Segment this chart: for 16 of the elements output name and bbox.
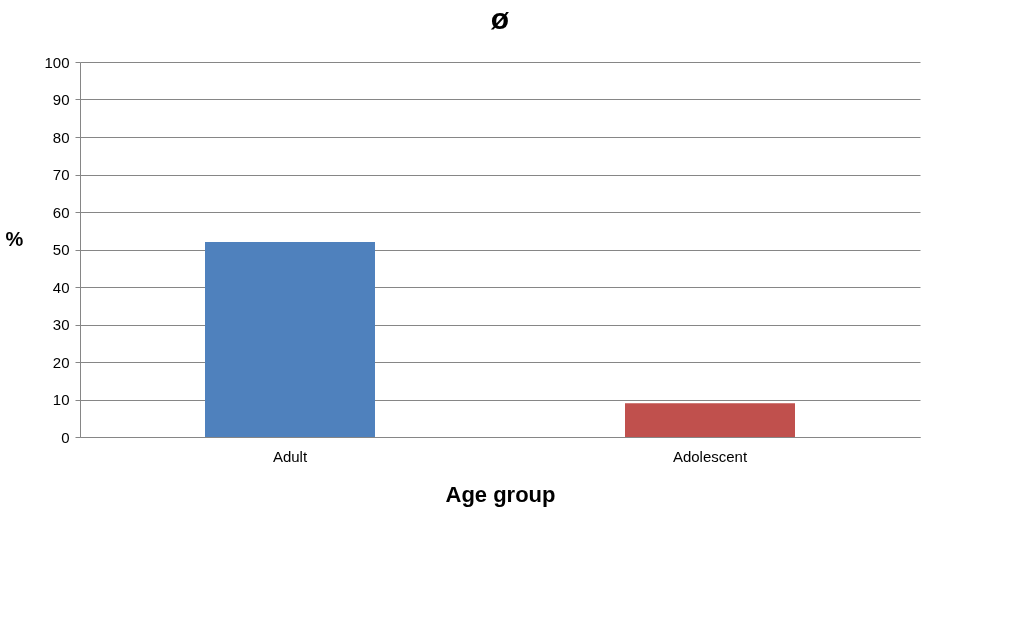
x-tick-label: Adult [272, 447, 308, 465]
y-tick-label: 80 [52, 128, 70, 146]
y-tick-label: 60 [52, 203, 70, 221]
x-tick-label: Adolescent [672, 447, 748, 465]
y-tick-label: 0 [61, 428, 70, 446]
y-tick-label: 30 [52, 316, 70, 333]
y-tick-label: 10 [52, 391, 70, 408]
chart-title: ø [490, 2, 510, 35]
y-tick-label: 20 [52, 353, 70, 371]
y-tick-label: 50 [52, 241, 70, 258]
y-tick-label: 90 [52, 91, 70, 108]
y-tick-label: 70 [52, 166, 70, 183]
y-tick-label: 100 [44, 53, 70, 71]
y-tick-label: 40 [52, 278, 70, 296]
y-axis-title: % [5, 228, 24, 250]
x-axis-title: Age group [445, 481, 556, 507]
